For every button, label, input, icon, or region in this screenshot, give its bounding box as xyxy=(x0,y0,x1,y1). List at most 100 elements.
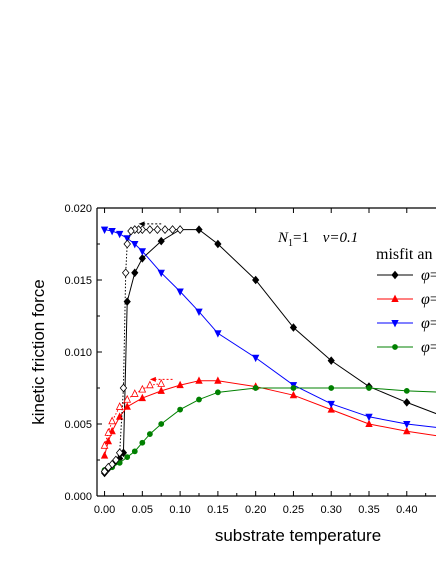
series-2-point xyxy=(195,376,203,384)
series-3-point xyxy=(403,420,411,429)
series-5-point xyxy=(108,459,116,469)
series-3-point xyxy=(365,413,373,422)
series-4-point xyxy=(290,385,297,391)
legend-entry-3: φ= xyxy=(377,315,436,332)
x-tick-label: 0.05 xyxy=(132,504,153,516)
annot-n-symbol: N xyxy=(277,230,289,246)
series-6-point xyxy=(157,379,166,387)
series-2 xyxy=(100,376,436,459)
series-5-point xyxy=(146,225,154,235)
series-3-point xyxy=(176,288,184,296)
legend-label: φ= xyxy=(421,339,436,356)
x-tick-label: 0.20 xyxy=(245,504,266,516)
series-2-point xyxy=(327,405,335,413)
series-6-point xyxy=(123,394,132,403)
series-4-point xyxy=(252,385,259,391)
series-2-point xyxy=(115,412,124,420)
series-4-point xyxy=(366,385,372,391)
series-5 xyxy=(100,225,184,476)
series-4-point xyxy=(146,431,153,437)
series-2-point xyxy=(214,376,222,384)
series-6-point xyxy=(108,416,116,425)
y-tick-label: 0.015 xyxy=(64,275,92,287)
series-3-point xyxy=(108,228,116,236)
legend-label: φ= xyxy=(421,291,436,308)
series-2-point xyxy=(123,402,131,410)
series-1-line xyxy=(104,229,436,474)
series-1-point xyxy=(403,398,411,407)
x-tick-label: 0.35 xyxy=(358,504,379,516)
legend-marker xyxy=(392,344,398,350)
series-4-point xyxy=(131,448,138,455)
series-4-point xyxy=(196,396,202,403)
series-4-point xyxy=(158,421,165,427)
legend-label: φ= xyxy=(421,315,436,332)
x-tick-label: 0.40 xyxy=(396,504,417,516)
legend: misfit an φ= φ= φ= φ= xyxy=(376,246,436,356)
series-4-line xyxy=(104,387,436,471)
x-tick-label: 0.25 xyxy=(283,504,304,516)
series-5-point xyxy=(112,455,120,465)
series-1 xyxy=(100,225,436,478)
series-6-point xyxy=(146,380,154,389)
series-6 xyxy=(100,379,166,449)
series-2-point xyxy=(108,426,116,435)
series-1-point xyxy=(131,268,139,278)
series-3-point xyxy=(100,226,109,234)
series-3-point xyxy=(327,400,335,409)
series-3 xyxy=(100,226,436,429)
series-2-point xyxy=(403,426,411,435)
series-4-point xyxy=(139,439,146,446)
y-axis-title: kinetic friction force xyxy=(29,279,48,425)
legend-marker xyxy=(391,319,399,328)
annot-n-subscript: 1 xyxy=(288,238,293,249)
y-tick-label: 0.005 xyxy=(64,419,92,431)
legend-entry-1: φ= xyxy=(377,267,436,284)
series-1-point xyxy=(157,236,165,246)
series-4 xyxy=(101,385,436,473)
series-1-point xyxy=(327,356,335,365)
series-1-point xyxy=(195,225,203,234)
series-5-point xyxy=(168,225,177,235)
series-5-point xyxy=(161,225,169,235)
series-2-line xyxy=(104,380,436,456)
direction-arrow-1 xyxy=(138,221,162,227)
series-group xyxy=(100,221,436,478)
axes-frame xyxy=(96,207,436,497)
legend-title: misfit an xyxy=(376,246,432,263)
arrow-head xyxy=(138,221,145,227)
series-2-point xyxy=(157,386,165,394)
series-1-point xyxy=(289,323,298,332)
series-3-point xyxy=(115,230,124,239)
series-2-point xyxy=(104,436,113,445)
series-5-point xyxy=(153,225,162,235)
y-tick-label: 0.020 xyxy=(64,203,92,215)
series-1-point xyxy=(138,254,146,263)
series-2-point xyxy=(289,390,298,399)
series-5-point xyxy=(115,448,124,458)
series-3-point xyxy=(251,354,260,363)
series-5-point xyxy=(121,268,130,278)
series-3-point xyxy=(131,241,139,249)
series-6-point xyxy=(100,441,109,449)
x-tick-label: 0.00 xyxy=(94,504,115,516)
series-5-point xyxy=(104,462,113,472)
series-4-point xyxy=(124,454,131,461)
annot-n-value: =1 xyxy=(293,230,309,246)
series-2-point xyxy=(176,380,184,389)
series-1-point xyxy=(214,239,222,249)
legend-marker xyxy=(391,294,399,303)
arrow-head xyxy=(149,376,156,382)
series-1-point xyxy=(252,275,260,285)
direction-arrow-2 xyxy=(149,376,173,382)
series-4-point xyxy=(214,389,221,396)
series-3-line xyxy=(104,229,436,428)
svg-text:N1=1 v=0.1: N1=1 v=0.1 xyxy=(277,230,358,249)
x-axis-title: substrate temperature xyxy=(215,526,381,545)
series-5-line xyxy=(104,229,181,472)
tick-labels: 0.00 0.05 0.10 0.15 0.20 0.25 0.30 0.35 0.40 0.00… xyxy=(64,203,417,516)
series-3-point xyxy=(195,308,203,317)
series-6-point xyxy=(115,402,124,410)
series-3-point xyxy=(157,269,165,278)
